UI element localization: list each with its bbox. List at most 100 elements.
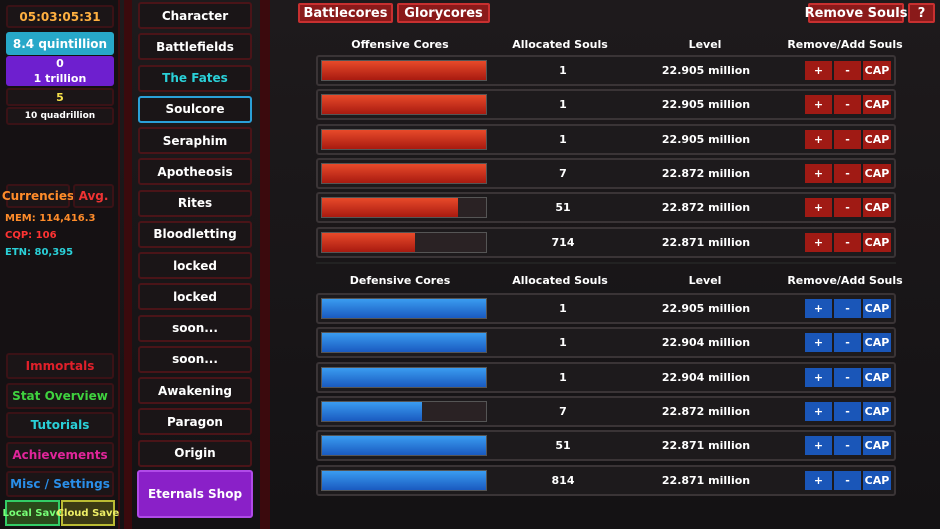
button-1[interactable]: - (834, 299, 861, 318)
button-0[interactable]: + (805, 333, 832, 353)
button-0[interactable]: + (805, 367, 832, 387)
button-1[interactable]: - (834, 198, 861, 218)
nav-button[interactable]: Rites (138, 189, 252, 217)
button-1[interactable]: - (834, 163, 861, 183)
nav-button[interactable]: Paragon (138, 408, 252, 436)
tab[interactable]: Avg. (73, 184, 114, 208)
level: 22.872 million (661, 404, 751, 418)
level: 22.905 million (661, 98, 751, 112)
button-1[interactable]: - (834, 129, 861, 149)
button-2[interactable]: CAP (863, 129, 891, 149)
button-0[interactable]: + (805, 436, 832, 456)
button-2[interactable]: CAP (863, 299, 891, 318)
souls: 1 (559, 370, 567, 384)
menu-button[interactable]: Immortals (6, 353, 114, 379)
tab-button[interactable]: Glorycores (397, 3, 490, 23)
button-1[interactable]: - (834, 333, 861, 353)
button-0[interactable]: + (805, 198, 832, 218)
bar-fill (322, 129, 486, 149)
level: 22.871 million (661, 473, 751, 487)
nav-button[interactable]: Origin (138, 439, 252, 467)
bar-fill (322, 470, 486, 490)
button-1[interactable]: - (834, 401, 861, 421)
column-header: Remove/Add Souls (787, 37, 903, 51)
button-1[interactable]: - (834, 436, 861, 456)
column-header: Allocated Souls (512, 37, 608, 51)
button-2[interactable]: CAP (863, 163, 891, 183)
tab[interactable]: Currencies (2, 184, 74, 208)
stat: CQP: 106 (5, 229, 57, 241)
bar-fill (322, 436, 486, 456)
level: 22.872 million (661, 166, 751, 180)
save-button[interactable]: Local Save (2, 500, 63, 526)
button-1[interactable]: - (834, 95, 861, 115)
button-0[interactable]: + (805, 61, 832, 80)
bar-fill (322, 95, 486, 115)
souls: 1 (559, 336, 567, 350)
tab-button[interactable]: Battlecores (298, 3, 393, 23)
divider (260, 0, 270, 529)
menu-button[interactable]: Stat Overview (6, 382, 114, 409)
button-0[interactable]: + (805, 401, 832, 421)
button-1[interactable]: - (834, 232, 861, 252)
nav-button[interactable]: locked (138, 252, 252, 279)
button-2[interactable]: CAP (863, 232, 891, 252)
level: 22.871 million (661, 235, 751, 249)
separator (316, 262, 896, 264)
level: 22.904 million (661, 370, 751, 384)
nav-button[interactable]: The Fates (138, 64, 252, 92)
button-1[interactable]: - (834, 470, 861, 490)
nav-button[interactable]: Bloodletting (138, 220, 252, 248)
save-button[interactable]: Cloud Save (57, 500, 119, 526)
stat: ETN: 80,395 (5, 246, 74, 258)
button-0[interactable]: + (805, 470, 832, 490)
nav-button[interactable]: soon... (138, 345, 252, 373)
button-2[interactable]: CAP (863, 470, 891, 490)
button-2[interactable]: CAP (863, 61, 891, 80)
nav-button[interactable]: Soulcore (138, 95, 252, 123)
souls: 1 (559, 302, 567, 315)
button-2[interactable]: CAP (863, 401, 891, 421)
button-1[interactable]: - (834, 61, 861, 80)
souls: 51 (555, 201, 571, 215)
button-2[interactable]: CAP (863, 333, 891, 353)
remove-souls-button[interactable]: Remove Souls (805, 3, 907, 23)
bar-fill (322, 163, 486, 183)
button-2[interactable]: CAP (863, 95, 891, 115)
shop-button[interactable]: Eternals Shop (137, 470, 253, 518)
column-header: Remove/Add Souls (787, 273, 903, 287)
bar-fill (322, 333, 486, 353)
menu-button[interactable]: Achievements (6, 441, 114, 468)
menu-button[interactable]: Tutorials (6, 412, 114, 438)
nav-button[interactable]: Character (138, 2, 252, 29)
button-0[interactable]: + (805, 299, 832, 318)
button-0[interactable]: + (805, 129, 832, 149)
nav-button[interactable]: Battlefields (138, 33, 252, 61)
button-2[interactable]: CAP (863, 367, 891, 387)
button-1[interactable]: - (834, 367, 861, 387)
button-2[interactable]: CAP (863, 436, 891, 456)
bar-fill (322, 232, 416, 252)
button-0[interactable]: + (805, 232, 832, 252)
nav-button[interactable]: locked (138, 283, 252, 311)
nav-button[interactable]: Awakening (138, 377, 252, 404)
bar-fill (322, 299, 486, 318)
nav-button[interactable]: soon... (138, 314, 252, 342)
column-header: Allocated Souls (512, 273, 608, 287)
button-2[interactable]: CAP (863, 198, 891, 218)
nav-button[interactable]: Seraphim (138, 127, 252, 154)
resource: 1 trillion (33, 72, 87, 85)
bar-fill (322, 401, 423, 421)
timer: 05:03:05:31 (6, 5, 114, 28)
button-0[interactable]: + (805, 163, 832, 183)
menu-button[interactable]: Misc / Settings (6, 471, 114, 497)
purple-box (6, 56, 114, 86)
souls: 1 (559, 98, 567, 112)
button-0[interactable]: + (805, 95, 832, 115)
help-button[interactable]: ? (908, 3, 935, 23)
column-header: Level (688, 273, 722, 287)
souls: 7 (559, 166, 567, 180)
nav-button[interactable]: Apotheosis (138, 158, 252, 186)
bar-fill (322, 61, 486, 80)
